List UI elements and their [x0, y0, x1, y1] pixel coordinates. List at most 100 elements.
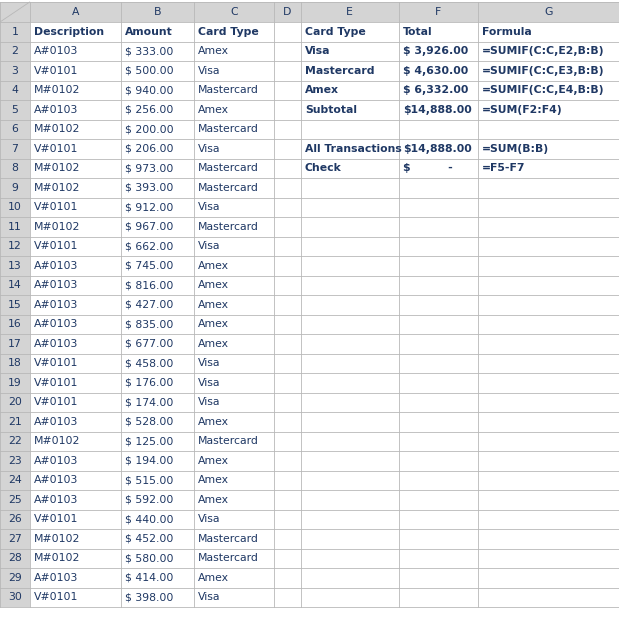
- Text: $ 194.00: $ 194.00: [125, 456, 174, 466]
- Text: Mastercard: Mastercard: [305, 66, 374, 76]
- Text: 29: 29: [8, 572, 22, 582]
- Text: Amex: Amex: [198, 417, 230, 427]
- Bar: [0, 236, 30, 256]
- Text: A#0103: A#0103: [33, 417, 78, 427]
- Text: D: D: [283, 7, 292, 17]
- Bar: [301, 2, 399, 22]
- Text: 22: 22: [8, 436, 22, 446]
- Bar: [301, 178, 399, 198]
- Bar: [30, 354, 121, 373]
- Bar: [30, 120, 121, 139]
- Bar: [0, 470, 30, 490]
- Bar: [478, 22, 619, 41]
- Text: $ 940.00: $ 940.00: [125, 85, 174, 95]
- Bar: [194, 587, 274, 607]
- Bar: [301, 22, 399, 41]
- Text: 7: 7: [11, 144, 19, 154]
- Text: F: F: [435, 7, 441, 17]
- Text: 18: 18: [8, 358, 22, 368]
- Text: $ 333.00: $ 333.00: [125, 46, 174, 56]
- Bar: [30, 315, 121, 334]
- Bar: [121, 2, 194, 22]
- Text: $ 6,332.00: $ 6,332.00: [402, 85, 468, 95]
- Bar: [274, 412, 301, 431]
- Bar: [274, 451, 301, 470]
- Bar: [399, 529, 478, 549]
- Text: $ 414.00: $ 414.00: [125, 572, 174, 582]
- Bar: [399, 451, 478, 470]
- Text: 24: 24: [8, 475, 22, 485]
- Bar: [301, 334, 399, 354]
- Bar: [478, 587, 619, 607]
- Bar: [121, 412, 194, 431]
- Bar: [478, 178, 619, 198]
- Bar: [194, 549, 274, 568]
- Bar: [121, 470, 194, 490]
- Bar: [399, 256, 478, 275]
- Bar: [0, 120, 30, 139]
- Bar: [274, 549, 301, 568]
- Text: =SUM(F2:F4): =SUM(F2:F4): [482, 105, 563, 115]
- Bar: [30, 295, 121, 315]
- Text: =F5-F7: =F5-F7: [482, 163, 526, 173]
- Bar: [30, 139, 121, 159]
- Bar: [121, 139, 194, 159]
- Text: Mastercard: Mastercard: [198, 85, 259, 95]
- Bar: [301, 529, 399, 549]
- Bar: [274, 568, 301, 587]
- Bar: [478, 139, 619, 159]
- Bar: [399, 159, 478, 178]
- Bar: [301, 139, 399, 159]
- Bar: [478, 2, 619, 22]
- Text: 4: 4: [11, 85, 19, 95]
- Bar: [0, 41, 30, 61]
- Bar: [478, 61, 619, 80]
- Text: $ 662.00: $ 662.00: [125, 241, 174, 251]
- Text: Mastercard: Mastercard: [198, 182, 259, 192]
- Bar: [478, 354, 619, 373]
- Bar: [274, 236, 301, 256]
- Text: A#0103: A#0103: [33, 495, 78, 505]
- Bar: [478, 80, 619, 100]
- Bar: [30, 275, 121, 295]
- Bar: [399, 61, 478, 80]
- Text: E: E: [346, 7, 353, 17]
- Text: Mastercard: Mastercard: [198, 534, 259, 544]
- Bar: [399, 412, 478, 431]
- Bar: [194, 100, 274, 120]
- Text: M#0102: M#0102: [33, 436, 80, 446]
- Bar: [301, 354, 399, 373]
- Bar: [0, 587, 30, 607]
- Bar: [399, 236, 478, 256]
- Bar: [301, 587, 399, 607]
- Bar: [30, 334, 121, 354]
- Text: V#0101: V#0101: [33, 241, 78, 251]
- Text: Visa: Visa: [198, 593, 221, 603]
- Bar: [399, 80, 478, 100]
- Bar: [0, 275, 30, 295]
- Bar: [194, 451, 274, 470]
- Bar: [194, 139, 274, 159]
- Bar: [399, 22, 478, 41]
- Bar: [0, 315, 30, 334]
- Bar: [194, 120, 274, 139]
- Bar: [399, 587, 478, 607]
- Bar: [0, 159, 30, 178]
- Bar: [301, 61, 399, 80]
- Text: M#0102: M#0102: [33, 85, 80, 95]
- Bar: [274, 120, 301, 139]
- Bar: [194, 159, 274, 178]
- Bar: [30, 100, 121, 120]
- Text: M#0102: M#0102: [33, 222, 80, 232]
- Text: 14: 14: [8, 280, 22, 290]
- Text: $ 125.00: $ 125.00: [125, 436, 174, 446]
- Bar: [301, 431, 399, 451]
- Text: Visa: Visa: [198, 398, 221, 408]
- Bar: [194, 61, 274, 80]
- Text: $          -: $ -: [402, 163, 452, 173]
- Text: 11: 11: [8, 222, 22, 232]
- Bar: [478, 100, 619, 120]
- Bar: [30, 61, 121, 80]
- Text: A#0103: A#0103: [33, 572, 78, 582]
- Text: 9: 9: [11, 182, 19, 192]
